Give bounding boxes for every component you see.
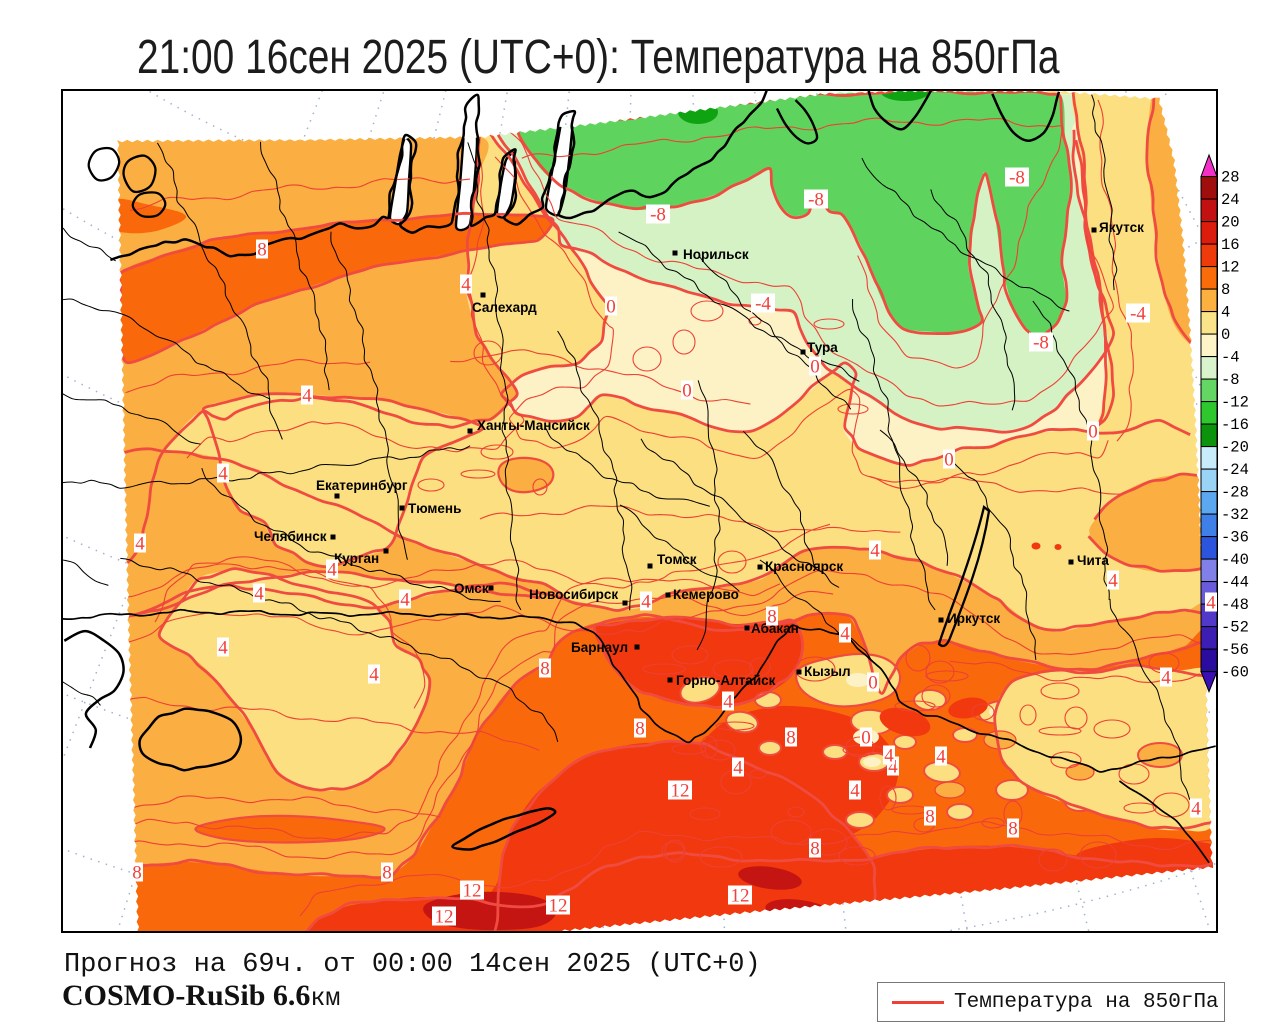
svg-text:Новосибирск: Новосибирск (529, 587, 618, 602)
svg-text:4: 4 (461, 275, 471, 296)
svg-text:8: 8 (257, 240, 267, 261)
svg-text:-24: -24 (1221, 461, 1249, 479)
svg-text:4: 4 (302, 386, 312, 407)
svg-text:8: 8 (540, 659, 550, 680)
svg-text:Омск: Омск (454, 581, 489, 596)
svg-text:12: 12 (549, 896, 568, 917)
svg-text:Кемерово: Кемерово (673, 587, 739, 602)
svg-text:4: 4 (936, 747, 946, 768)
svg-text:-56: -56 (1221, 641, 1249, 659)
svg-text:8: 8 (810, 839, 820, 860)
svg-text:4: 4 (884, 746, 894, 767)
svg-text:4: 4 (870, 541, 880, 562)
svg-text:4: 4 (1221, 304, 1230, 322)
svg-text:-20: -20 (1221, 439, 1249, 457)
svg-text:0: 0 (810, 357, 820, 378)
svg-text:Тура: Тура (807, 340, 838, 355)
svg-text:Горно-Алтайск: Горно-Алтайск (676, 673, 776, 688)
svg-text:Барнаул: Барнаул (571, 640, 628, 655)
svg-text:0: 0 (1088, 422, 1098, 443)
svg-text:Абакан: Абакан (751, 621, 799, 636)
svg-text:-8: -8 (808, 190, 824, 211)
svg-text:4: 4 (1191, 799, 1201, 820)
svg-text:-4: -4 (1221, 349, 1240, 367)
svg-text:-32: -32 (1221, 506, 1249, 524)
svg-text:4: 4 (850, 781, 860, 802)
svg-text:20: 20 (1221, 214, 1240, 232)
svg-text:4: 4 (840, 624, 850, 645)
svg-text:4: 4 (723, 692, 733, 713)
svg-text:-28: -28 (1221, 484, 1249, 502)
svg-text:12: 12 (731, 886, 750, 907)
svg-text:8: 8 (635, 719, 645, 740)
svg-text:8: 8 (767, 607, 777, 628)
svg-text:Ханты-Мансийск: Ханты-Мансийск (477, 418, 590, 433)
svg-text:4: 4 (135, 534, 145, 555)
svg-text:0: 0 (861, 728, 871, 749)
svg-text:-16: -16 (1221, 416, 1249, 434)
svg-text:8: 8 (925, 807, 935, 828)
svg-text:8: 8 (1221, 281, 1230, 299)
svg-text:4: 4 (218, 638, 228, 659)
svg-text:Томск: Томск (657, 552, 697, 567)
svg-text:8: 8 (1008, 819, 1018, 840)
svg-text:4: 4 (1108, 571, 1118, 592)
svg-text:Норильск: Норильск (683, 247, 749, 262)
svg-text:4: 4 (327, 560, 337, 581)
svg-text:4: 4 (369, 665, 379, 686)
svg-text:Чита: Чита (1077, 553, 1109, 568)
svg-text:8: 8 (382, 863, 392, 884)
svg-text:Тюмень: Тюмень (408, 501, 461, 516)
svg-text:12: 12 (435, 907, 454, 928)
svg-text:Иркутск: Иркутск (947, 611, 1000, 626)
svg-text:4: 4 (254, 584, 264, 605)
svg-text:4: 4 (1206, 593, 1216, 614)
svg-text:Екатеринбург: Екатеринбург (316, 478, 408, 493)
svg-text:8: 8 (132, 863, 142, 884)
svg-text:4: 4 (733, 758, 743, 779)
svg-text:0: 0 (944, 450, 954, 471)
svg-text:-12: -12 (1221, 394, 1249, 412)
svg-text:16: 16 (1221, 236, 1240, 254)
svg-text:12: 12 (671, 781, 690, 802)
svg-text:Красноярск: Красноярск (765, 559, 843, 574)
svg-text:28: 28 (1221, 169, 1240, 187)
svg-text:-4: -4 (1130, 304, 1146, 325)
svg-text:Кызыл: Кызыл (804, 664, 851, 679)
svg-text:Челябинск: Челябинск (254, 529, 327, 544)
svg-text:-60: -60 (1221, 664, 1249, 682)
svg-text:0: 0 (682, 381, 692, 402)
svg-text:8: 8 (786, 728, 796, 749)
svg-text:-8: -8 (1009, 168, 1025, 189)
svg-text:0: 0 (868, 673, 878, 694)
svg-text:12: 12 (1221, 259, 1240, 277)
svg-text:4: 4 (400, 590, 410, 611)
svg-text:4: 4 (218, 464, 228, 485)
svg-text:-36: -36 (1221, 529, 1249, 547)
svg-text:12: 12 (463, 881, 482, 902)
svg-text:-44: -44 (1221, 574, 1249, 592)
svg-text:0: 0 (606, 297, 616, 318)
svg-text:Якутск: Якутск (1099, 220, 1144, 235)
svg-text:-40: -40 (1221, 551, 1249, 569)
svg-text:4: 4 (888, 757, 898, 778)
svg-text:-52: -52 (1221, 619, 1249, 637)
svg-text:-4: -4 (755, 294, 771, 315)
svg-text:4: 4 (1161, 668, 1171, 689)
svg-text:0: 0 (1221, 326, 1230, 344)
svg-text:Салехард: Салехард (472, 300, 537, 315)
svg-text:-8: -8 (1221, 371, 1240, 389)
svg-text:-8: -8 (1033, 333, 1049, 354)
svg-text:Курган: Курган (334, 551, 379, 566)
svg-text:-48: -48 (1221, 596, 1249, 614)
svg-text:-8: -8 (650, 205, 666, 226)
svg-text:4: 4 (641, 592, 651, 613)
svg-text:24: 24 (1221, 191, 1240, 209)
